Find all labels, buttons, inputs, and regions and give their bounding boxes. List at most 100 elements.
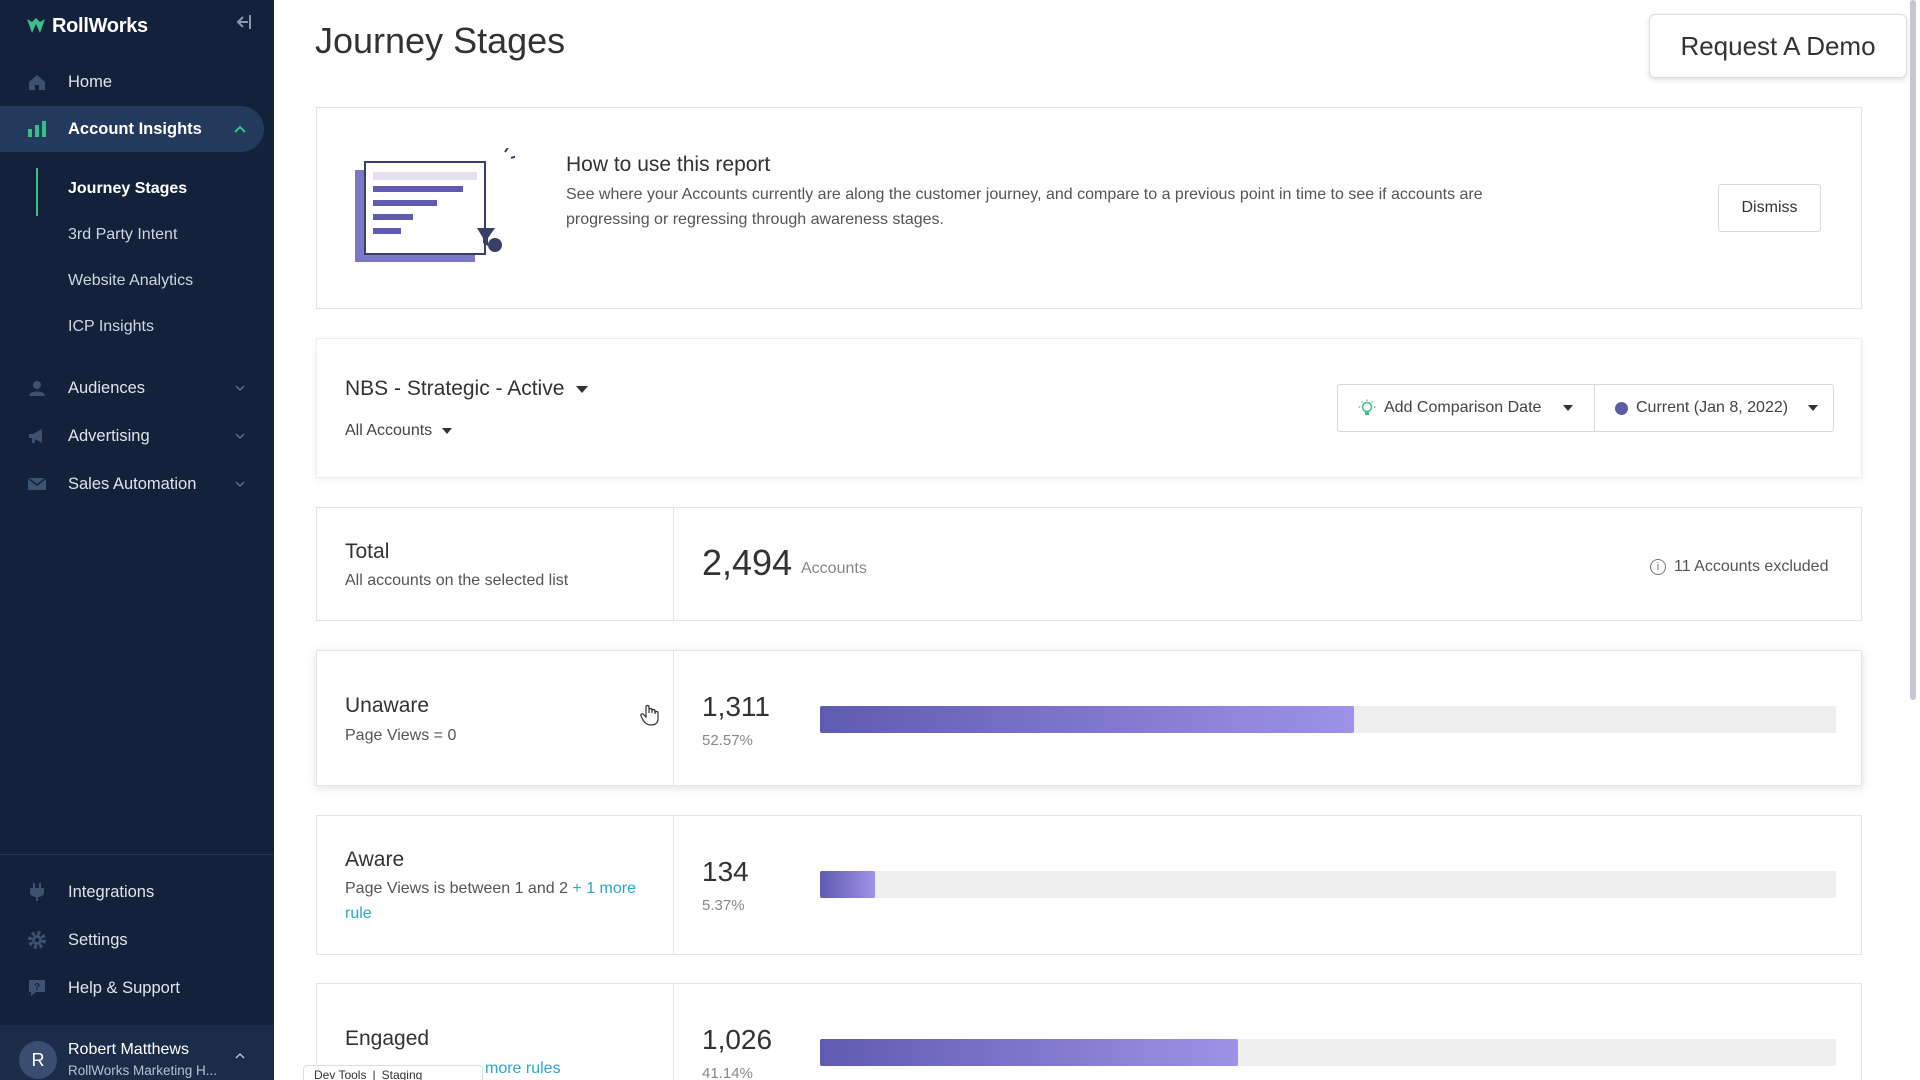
stage-percent: 52.57% bbox=[702, 732, 753, 749]
sidebar-item-settings[interactable]: Settings bbox=[0, 917, 274, 963]
more-rules-link[interactable]: more rules bbox=[485, 1060, 561, 1077]
report-illustration-icon bbox=[355, 148, 515, 262]
stage-row-header: Aware Page Views is between 1 and 2 + 1 … bbox=[317, 816, 674, 954]
total-count: 2,494 bbox=[702, 542, 793, 583]
current-series-dot bbox=[1615, 401, 1628, 415]
stage-percent: 41.14% bbox=[702, 1065, 753, 1080]
caret-down-icon bbox=[1563, 405, 1574, 411]
chevron-down-icon bbox=[235, 433, 245, 440]
sidebar-item-home[interactable]: Home bbox=[0, 59, 274, 105]
user-menu[interactable]: R Robert Matthews RollWorks Marketing H.… bbox=[0, 1025, 274, 1080]
stage-row-unaware[interactable]: Unaware Page Views = 0 1,311 52.57% bbox=[316, 650, 1862, 786]
sidebar: RollWorks Home Account Insights Journey … bbox=[0, 0, 274, 1080]
request-demo-button[interactable]: Request A Demo bbox=[1649, 14, 1907, 78]
comparison-label: Add Comparison Date bbox=[1384, 399, 1542, 416]
chevron-up-icon bbox=[234, 125, 246, 133]
brand-logo[interactable]: RollWorks bbox=[26, 12, 148, 40]
stage-row-engaged[interactable]: Engaged more rules 1,026 41.14% bbox=[316, 983, 1862, 1080]
stage-row-header: Unaware Page Views = 0 bbox=[317, 651, 674, 785]
help-icon: ? bbox=[27, 978, 47, 998]
plug-icon bbox=[27, 882, 47, 902]
sidebar-item-label: Audiences bbox=[68, 378, 146, 397]
gear-icon bbox=[27, 930, 47, 950]
total-row-header: Total All accounts on the selected list bbox=[317, 508, 674, 620]
stage-bar-track bbox=[820, 1039, 1836, 1066]
sidebar-item-label: Integrations bbox=[68, 882, 155, 901]
chevron-down-icon bbox=[235, 385, 245, 392]
sidebar-divider bbox=[0, 854, 274, 855]
stage-rule-block: Page Views is between 1 and 2 + 1 more r… bbox=[345, 876, 645, 926]
lightbulb-icon bbox=[1358, 399, 1376, 415]
total-subtitle: All accounts on the selected list bbox=[345, 572, 569, 589]
caret-down-icon bbox=[442, 428, 453, 434]
sidebar-subitem-3rd-party-intent[interactable]: 3rd Party Intent bbox=[68, 226, 178, 243]
stage-rule-block: more rules bbox=[485, 1056, 785, 1080]
avatar: R bbox=[19, 1041, 57, 1079]
chevron-down-icon bbox=[235, 481, 245, 488]
stage-bar-track bbox=[820, 871, 1836, 898]
sidebar-subitem-icp-insights[interactable]: ICP Insights bbox=[68, 318, 154, 335]
more-rules-link[interactable]: + 1 more rule bbox=[345, 880, 637, 922]
stage-rule: Page Views is between 1 and 2 bbox=[345, 880, 568, 897]
sidebar-item-help-support[interactable]: ? Help & Support bbox=[0, 965, 274, 1011]
current-date-label: Current (Jan 8, 2022) bbox=[1636, 399, 1789, 416]
stage-count: 1,311 bbox=[702, 691, 770, 722]
stage-bar-fill bbox=[820, 1039, 1238, 1066]
excluded-accounts[interactable]: i 11 Accounts excluded bbox=[1650, 558, 1828, 576]
caret-down-icon bbox=[576, 385, 589, 393]
mail-icon bbox=[27, 474, 47, 494]
stage-title: Aware bbox=[345, 848, 405, 871]
chevron-up-icon bbox=[235, 1052, 245, 1059]
sidebar-item-audiences[interactable]: Audiences bbox=[0, 365, 274, 411]
stage-row-header: Engaged more rules bbox=[317, 984, 674, 1080]
howto-title: How to use this report bbox=[566, 153, 771, 176]
stage-count: 1,026 bbox=[702, 1024, 773, 1055]
dismiss-button[interactable]: Dismiss bbox=[1718, 184, 1821, 232]
account-filter-label: All Accounts bbox=[345, 422, 433, 439]
devtools-separator: | bbox=[372, 1068, 376, 1080]
total-count-label: Accounts bbox=[801, 560, 867, 577]
page-title: Journey Stages bbox=[315, 20, 566, 61]
stage-count: 134 bbox=[702, 856, 749, 887]
sidebar-item-account-insights[interactable]: Account Insights bbox=[0, 106, 264, 152]
stage-row-aware[interactable]: Aware Page Views is between 1 and 2 + 1 … bbox=[316, 815, 1862, 955]
collapse-sidebar-icon[interactable] bbox=[233, 12, 253, 32]
list-name: NBS - Strategic - Active bbox=[345, 377, 565, 400]
brand-name: RollWorks bbox=[52, 14, 148, 37]
sidebar-item-label: Account Insights bbox=[68, 119, 202, 138]
devtools-label: Dev Tools bbox=[314, 1068, 367, 1080]
sidebar-item-integrations[interactable]: Integrations bbox=[0, 869, 274, 915]
rollworks-logo-icon bbox=[27, 18, 45, 33]
sidebar-subitem-website-analytics[interactable]: Website Analytics bbox=[68, 272, 194, 289]
howto-card: How to use this report See where your Ac… bbox=[316, 107, 1862, 309]
sidebar-item-label: Home bbox=[68, 72, 113, 91]
stage-bar-fill bbox=[820, 706, 1355, 733]
current-date-dropdown[interactable]: Current (Jan 8, 2022) bbox=[1594, 384, 1834, 432]
devtools-env: Staging bbox=[381, 1068, 423, 1080]
total-row: Total All accounts on the selected list … bbox=[316, 507, 1862, 621]
add-comparison-date-button[interactable]: Add Comparison Date bbox=[1337, 384, 1595, 432]
stage-rule: Page Views = 0 bbox=[345, 727, 457, 744]
stage-bar-track bbox=[820, 706, 1836, 733]
page-scrollbar[interactable] bbox=[1910, 0, 1916, 700]
excluded-label: 11 Accounts excluded bbox=[1674, 558, 1829, 575]
sidebar-item-advertising[interactable]: Advertising bbox=[0, 413, 274, 459]
people-icon bbox=[27, 378, 47, 398]
devtools-badge[interactable]: Dev Tools | Staging bbox=[303, 1065, 483, 1080]
info-icon: i bbox=[1650, 559, 1666, 575]
sidebar-item-label: Help & Support bbox=[68, 978, 180, 997]
stage-bar-fill bbox=[820, 871, 875, 898]
filters-card: NBS - Strategic - Active All Accounts Ad… bbox=[316, 338, 1862, 478]
svg-text:?: ? bbox=[34, 982, 40, 993]
sidebar-item-label: Settings bbox=[68, 930, 128, 949]
submenu-active-indicator bbox=[36, 168, 38, 216]
total-title: Total bbox=[345, 540, 390, 563]
account-filter-dropdown[interactable]: All Accounts bbox=[345, 422, 453, 440]
caret-down-icon bbox=[1808, 405, 1819, 411]
megaphone-icon bbox=[27, 426, 47, 446]
stage-title: Unaware bbox=[345, 694, 430, 717]
list-selector[interactable]: NBS - Strategic - Active bbox=[345, 377, 589, 401]
user-name: Robert Matthews bbox=[68, 1041, 189, 1058]
sidebar-subitem-journey-stages[interactable]: Journey Stages bbox=[68, 180, 188, 197]
sidebar-item-sales-automation[interactable]: Sales Automation bbox=[0, 461, 274, 507]
